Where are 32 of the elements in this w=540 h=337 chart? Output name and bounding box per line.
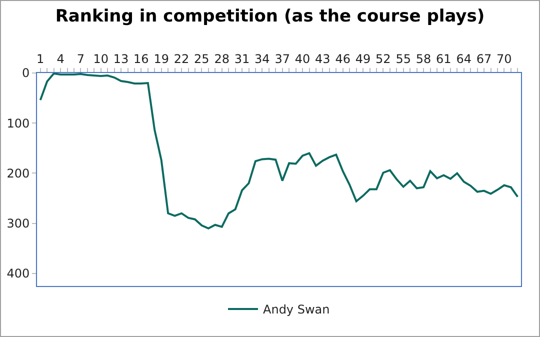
x-tick-label: 7: [76, 52, 85, 66]
x-tick-label: 52: [376, 52, 391, 66]
x-tick-label: 70: [496, 52, 512, 66]
x-tick-label: 40: [294, 52, 310, 66]
x-tick-label: 34: [254, 52, 270, 66]
x-tick-label: 37: [274, 52, 290, 66]
x-tick-label: 61: [436, 52, 452, 66]
x-tick-label: 4: [56, 52, 64, 66]
x-tick-label: 64: [456, 52, 472, 66]
legend-label: Andy Swan: [263, 302, 330, 317]
x-tick-label: 55: [396, 52, 411, 66]
x-tick-label: 58: [416, 52, 432, 66]
y-tick-label: 200: [6, 166, 30, 180]
x-tick-label: 19: [154, 52, 169, 66]
x-tick-label: 10: [93, 52, 108, 66]
line-series: [39, 73, 519, 230]
x-tick-label: 13: [113, 52, 129, 66]
x-tick-label: 28: [214, 52, 230, 66]
x-tick-label: 1: [36, 52, 44, 66]
x-tick-label: 16: [134, 52, 149, 66]
x-tick-label: 22: [174, 52, 190, 66]
y-tick-label: 0: [22, 66, 30, 80]
x-tick-label: 25: [194, 52, 210, 66]
x-tick-label: 43: [315, 52, 330, 66]
x-tick-label: 31: [234, 52, 250, 66]
x-tick-label: 49: [355, 52, 371, 66]
x-tick-label: 46: [335, 52, 350, 66]
y-tick-label: 100: [6, 116, 30, 130]
chart-title: Ranking in competition (as the course plays): [55, 6, 485, 26]
y-tick-label: 300: [6, 216, 30, 231]
x-tick-label: 67: [476, 52, 492, 66]
y-tick-label: 400: [6, 266, 30, 281]
